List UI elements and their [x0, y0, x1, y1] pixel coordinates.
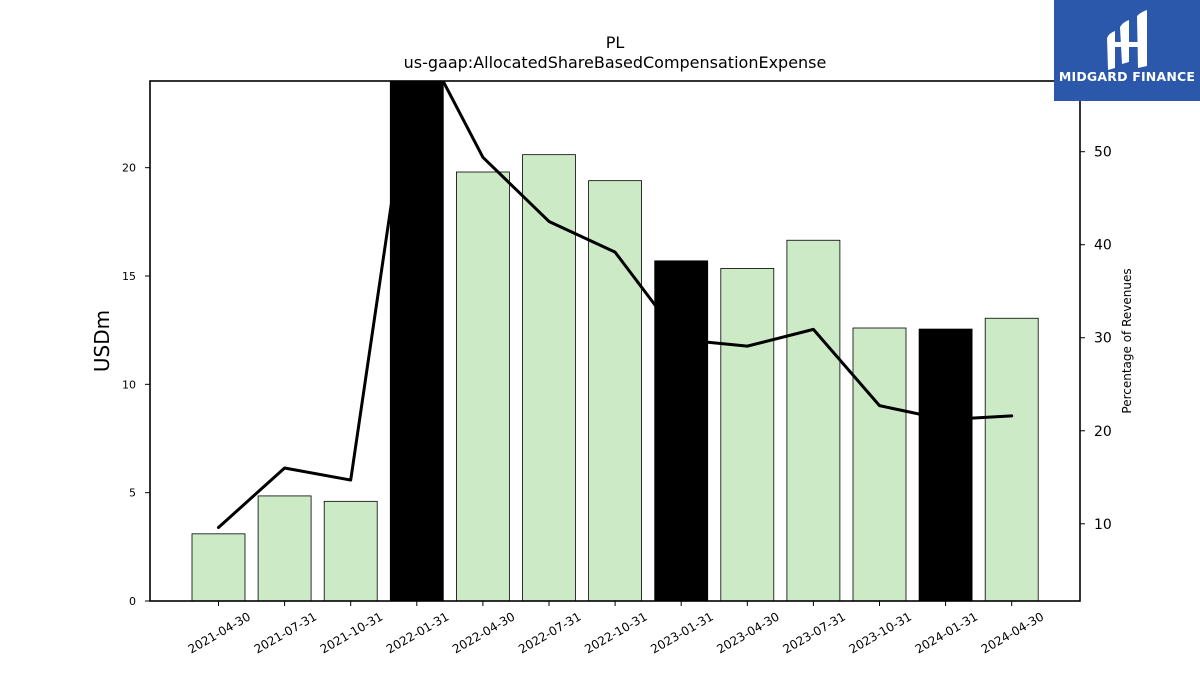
right-y-tick-label: 40 [1094, 238, 1112, 254]
x-axis-ticks: 2021-04-302021-07-312021-10-312022-01-31… [186, 601, 1046, 656]
right-y-tick-label: 20 [1094, 424, 1112, 440]
x-tick-label: 2021-04-30 [186, 609, 253, 656]
plot-frame [149, 80, 1081, 602]
line-layer [217, 81, 1014, 530]
chart-subtitle: us-gaap:AllocatedShareBasedCompensationE… [404, 53, 827, 72]
bar-2022-04-30 [455, 171, 510, 601]
left-y-tick-label: 5 [129, 487, 136, 500]
right-y-tick-label: 10 [1094, 517, 1112, 533]
bar-2022-01-31 [389, 81, 444, 601]
x-tick-label: 2023-04-30 [714, 609, 781, 656]
right-y-tick-label: 30 [1094, 331, 1112, 347]
x-tick-label: 2023-07-31 [780, 609, 847, 656]
bar-2023-01-31 [654, 260, 709, 601]
x-tick-label: 2023-01-31 [648, 609, 715, 656]
left-y-tick-label: 0 [129, 595, 136, 608]
logo-mark-icon [1107, 10, 1147, 70]
bar-2021-10-31 [323, 500, 378, 601]
x-tick-label: 2024-04-30 [979, 609, 1046, 656]
bars-layer [191, 81, 1039, 601]
x-tick-label: 2024-01-31 [913, 609, 980, 656]
bar-2023-04-30 [720, 268, 775, 601]
bar-2021-04-30 [191, 533, 246, 601]
bar-2024-01-31 [918, 328, 973, 601]
left-axis-ticks: 0 5 10 15 20 [122, 162, 150, 608]
right-axis-ticks: 10 20 30 40 50 [1080, 145, 1112, 533]
midgard-finance-logo: MIDGARD FINANCE [1054, 0, 1200, 101]
bar-2023-07-31 [786, 239, 841, 601]
y-axis-label: USDm [90, 310, 114, 372]
logo-text: MIDGARD FINANCE [1059, 69, 1195, 84]
x-tick-label: 2022-07-31 [516, 609, 583, 656]
x-tick-label: 2022-04-30 [450, 609, 517, 656]
x-tick-label: 2022-10-31 [582, 609, 649, 656]
left-y-tick-label: 20 [122, 162, 136, 175]
y2-axis-label: Percentage of Revenues [1120, 268, 1134, 413]
x-tick-label: 2022-01-31 [384, 609, 451, 656]
x-tick-label: 2021-07-31 [252, 609, 319, 656]
right-y-tick-label: 50 [1094, 145, 1112, 161]
left-y-tick-label: 10 [122, 378, 136, 391]
bar-2024-04-30 [984, 317, 1039, 601]
bar-2021-07-31 [257, 495, 312, 601]
bar-2023-10-31 [852, 327, 907, 601]
x-tick-label: 2021-10-31 [318, 609, 385, 656]
x-tick-label: 2023-10-31 [847, 609, 914, 656]
chart-title: PL [606, 33, 625, 52]
left-y-tick-label: 15 [122, 270, 136, 283]
percentage-line [217, 81, 1014, 530]
